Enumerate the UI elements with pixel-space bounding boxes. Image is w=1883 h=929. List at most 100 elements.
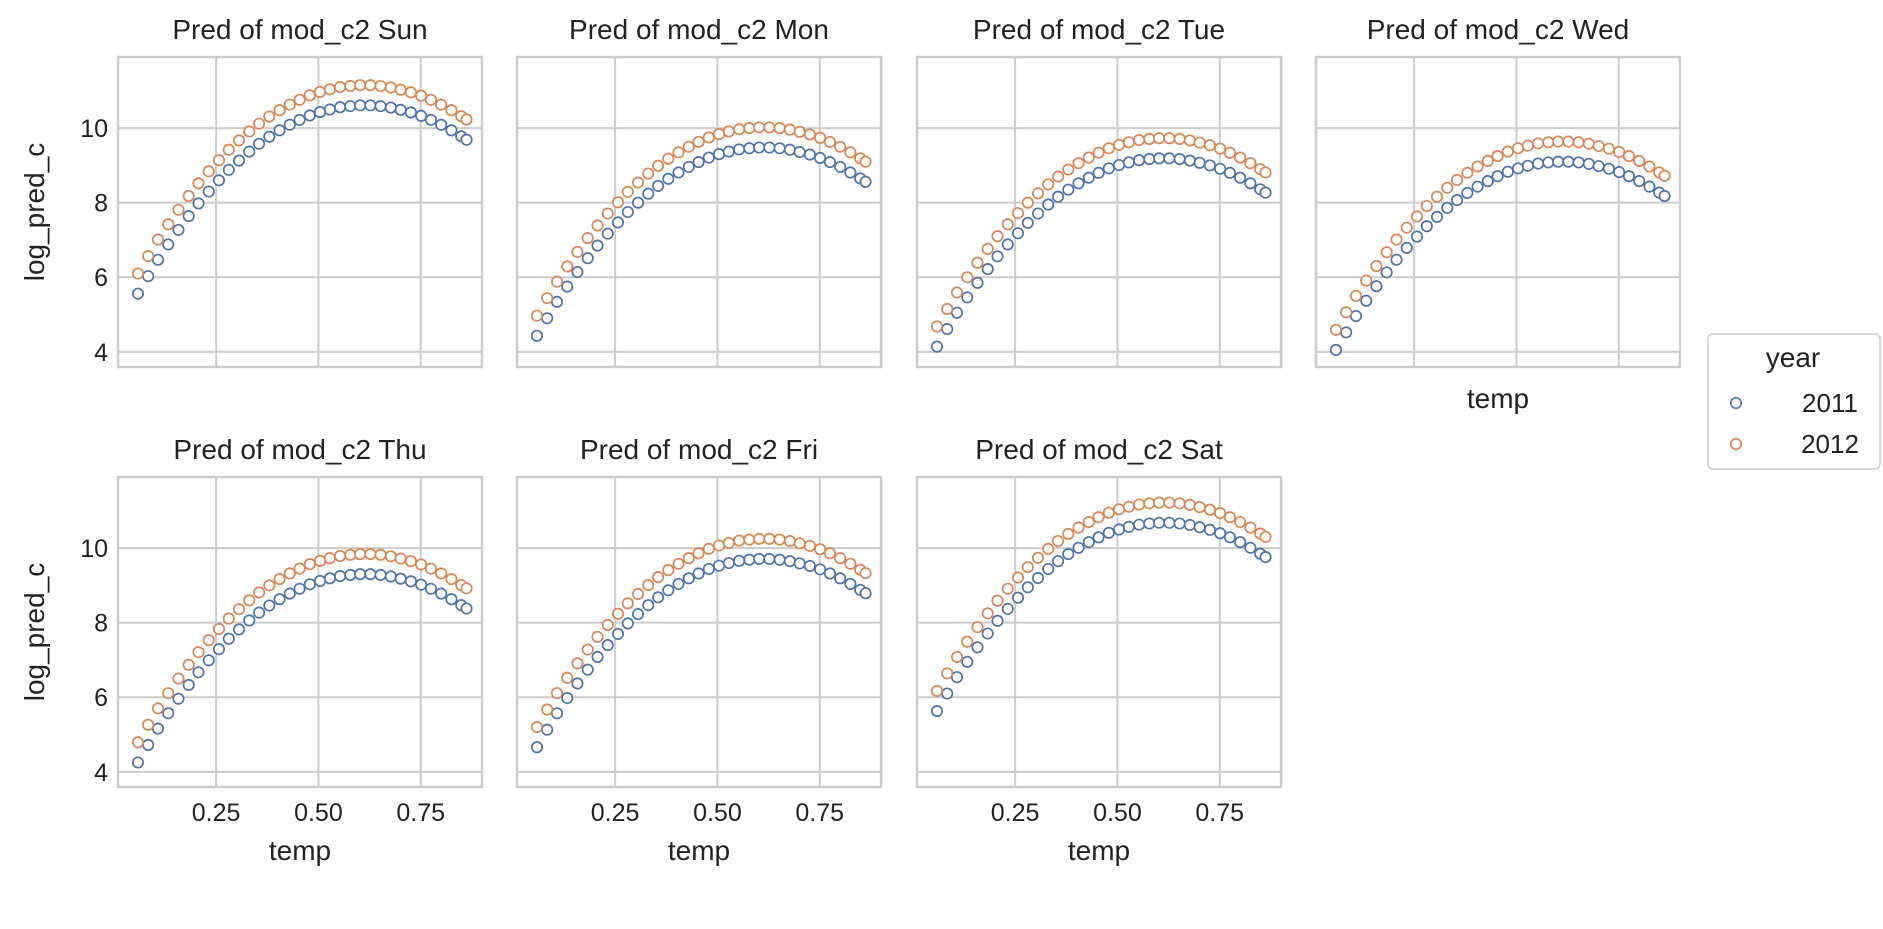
data-point bbox=[1582, 157, 1595, 170]
data-point bbox=[1143, 517, 1156, 530]
data-point bbox=[844, 577, 857, 590]
data-point bbox=[1380, 246, 1393, 259]
data-point bbox=[131, 267, 145, 280]
data-point bbox=[702, 151, 715, 164]
data-point bbox=[1203, 523, 1216, 536]
data-point bbox=[142, 718, 155, 731]
data-point bbox=[424, 93, 437, 106]
data-point bbox=[1214, 162, 1227, 175]
data-point bbox=[1370, 260, 1383, 273]
data-point bbox=[131, 287, 145, 300]
panel-frame bbox=[515, 475, 883, 789]
data-point bbox=[591, 630, 604, 643]
data-point bbox=[1143, 497, 1156, 510]
data-point bbox=[314, 85, 327, 98]
data-point bbox=[1062, 163, 1075, 176]
data-point bbox=[930, 704, 944, 718]
data-point bbox=[172, 672, 185, 685]
data-point bbox=[222, 143, 235, 156]
data-point bbox=[293, 582, 306, 595]
data-point bbox=[131, 756, 145, 769]
data-point bbox=[961, 655, 974, 668]
data-point bbox=[834, 140, 847, 153]
data-point bbox=[581, 643, 594, 656]
data-point bbox=[1133, 518, 1146, 531]
data-point bbox=[941, 302, 954, 315]
data-point bbox=[1234, 151, 1247, 164]
data-point bbox=[1102, 506, 1115, 519]
data-point bbox=[722, 145, 735, 158]
data-point bbox=[1471, 160, 1484, 173]
data-point bbox=[981, 607, 994, 620]
data-point bbox=[1451, 173, 1464, 186]
data-point bbox=[814, 131, 827, 144]
data-point bbox=[1370, 280, 1383, 293]
data-point bbox=[192, 666, 205, 679]
data-point bbox=[1613, 166, 1626, 179]
data-point bbox=[981, 262, 994, 276]
panel-frame bbox=[915, 55, 1283, 369]
data-point bbox=[793, 557, 806, 570]
data-point bbox=[1259, 166, 1272, 179]
data-point bbox=[530, 309, 544, 322]
y-tick-label: 8 bbox=[94, 190, 108, 218]
data-point bbox=[1011, 207, 1025, 220]
panel-7: Pred of mod_c2 Sat 0.25 0.50 0.75 temp bbox=[915, 434, 1283, 866]
data-point bbox=[793, 145, 806, 159]
data-point bbox=[364, 79, 377, 92]
data-point bbox=[753, 532, 766, 545]
data-point bbox=[1329, 343, 1343, 357]
data-point bbox=[1481, 154, 1494, 167]
x-tick-label: 0.75 bbox=[1195, 799, 1244, 827]
data-point bbox=[783, 123, 796, 136]
data-point bbox=[571, 677, 584, 690]
panel-title: Pred of mod_c2 Thu bbox=[173, 434, 426, 465]
data-point bbox=[859, 155, 872, 168]
series-2011 bbox=[131, 99, 473, 300]
data-point bbox=[733, 143, 746, 156]
data-point bbox=[753, 141, 766, 154]
data-point bbox=[1122, 136, 1135, 149]
data-point bbox=[1360, 274, 1373, 287]
data-point bbox=[971, 621, 984, 634]
data-point bbox=[1113, 158, 1126, 172]
data-point bbox=[354, 99, 367, 112]
legend-frame bbox=[1707, 333, 1881, 470]
data-point bbox=[530, 721, 544, 734]
data-point bbox=[743, 122, 756, 135]
data-point bbox=[253, 137, 266, 150]
data-point bbox=[1214, 507, 1227, 520]
data-point bbox=[142, 249, 155, 263]
data-point bbox=[621, 205, 634, 219]
data-point bbox=[1552, 155, 1565, 168]
data-point bbox=[1259, 551, 1272, 564]
x-tick-label: 0.25 bbox=[591, 799, 640, 827]
data-point bbox=[662, 584, 675, 597]
data-point bbox=[1501, 145, 1514, 158]
data-point bbox=[1102, 142, 1115, 155]
data-point bbox=[334, 549, 347, 562]
series-2011 bbox=[930, 516, 1272, 718]
data-point bbox=[1092, 146, 1105, 159]
data-point bbox=[1643, 180, 1656, 193]
legend: year 2011 2012 bbox=[1707, 333, 1881, 470]
data-point bbox=[621, 617, 634, 630]
data-point bbox=[783, 555, 796, 568]
data-point bbox=[1622, 170, 1635, 183]
y-tick-label: 10 bbox=[80, 115, 108, 143]
data-point bbox=[793, 537, 806, 550]
data-point bbox=[1102, 162, 1115, 175]
data-point bbox=[1214, 527, 1227, 540]
data-point bbox=[1173, 153, 1186, 166]
data-point bbox=[950, 306, 964, 319]
data-point bbox=[344, 568, 357, 582]
data-point bbox=[733, 554, 746, 567]
data-point bbox=[1072, 177, 1085, 190]
data-point bbox=[1244, 521, 1257, 534]
panel-title: Pred of mod_c2 Mon bbox=[569, 14, 829, 45]
data-point bbox=[1542, 156, 1555, 169]
data-point bbox=[950, 671, 964, 684]
data-point bbox=[1643, 160, 1656, 173]
data-point bbox=[1562, 135, 1575, 148]
data-point bbox=[172, 692, 185, 705]
